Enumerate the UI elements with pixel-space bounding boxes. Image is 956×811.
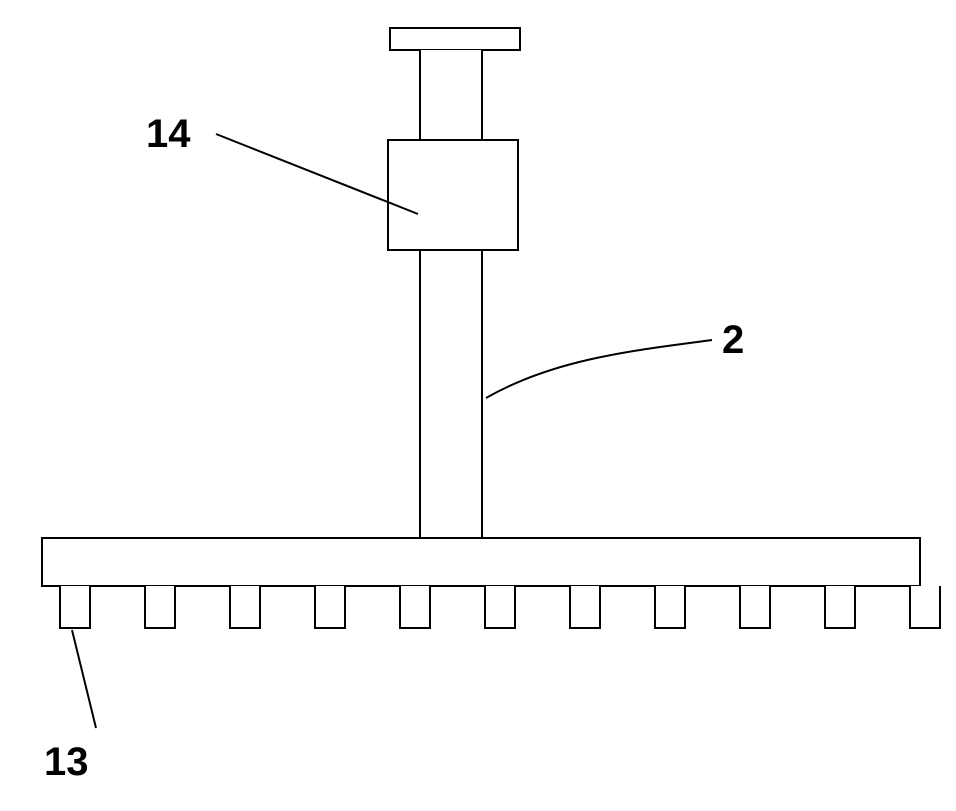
top-cap [390,28,520,50]
label-14: 14 [146,112,191,157]
leader-13 [72,630,96,728]
label-2: 2 [722,318,744,363]
tooth [655,586,685,628]
leader-2 [486,340,712,398]
tooth [570,586,600,628]
diagram-canvas [0,0,956,811]
tooth [315,586,345,628]
neck [420,50,482,140]
tooth [400,586,430,628]
tooth [485,586,515,628]
block [388,140,518,250]
tooth [825,586,855,628]
tooth [910,586,940,628]
label-13: 13 [44,740,89,785]
tooth [60,586,90,628]
tooth [740,586,770,628]
shaft [420,250,482,538]
tooth [145,586,175,628]
base-plate [42,538,920,586]
tooth [230,586,260,628]
